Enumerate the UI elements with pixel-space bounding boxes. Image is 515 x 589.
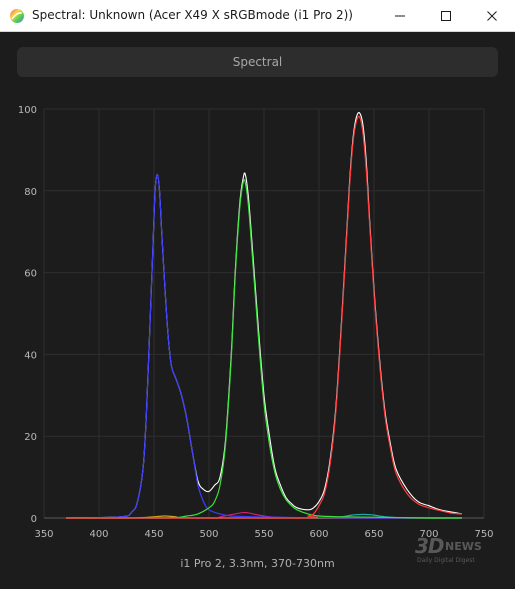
- watermark-logo: 3D NEWS Daily Digital Digest: [415, 534, 495, 568]
- close-icon: [487, 10, 497, 21]
- x-tick-label: 500: [199, 529, 218, 540]
- series-line-green: [66, 178, 462, 519]
- x-tick-label: 400: [89, 529, 108, 540]
- series: [65, 112, 463, 519]
- measurement-label: i1 Pro 2, 3.3nm, 370-730nm: [180, 557, 335, 570]
- watermark-sub: Daily Digital Digest: [417, 557, 475, 564]
- spectral-chart: 350 400 450 500 550 600 650 700 750 0 20 40 60 80 100: [18, 105, 494, 540]
- colorful-sphere-icon: [10, 9, 24, 23]
- minimize-button[interactable]: [377, 0, 423, 31]
- title-bar[interactable]: Spectral: Unknown (Acer X49 X sRGBmode (…: [0, 0, 515, 32]
- minimize-icon: [395, 15, 405, 16]
- y-tick-label: 60: [24, 269, 37, 280]
- series-line-blue: [65, 173, 462, 519]
- x-tick-label: 350: [34, 529, 53, 540]
- x-tick-label: 750: [474, 529, 493, 540]
- window-title: Spectral: Unknown (Acer X49 X sRGBmode (…: [32, 8, 353, 22]
- x-tick-label: 450: [144, 529, 163, 540]
- maximize-icon: [441, 10, 451, 21]
- x-tick-label: 700: [419, 529, 438, 540]
- x-tick-label: 550: [254, 529, 273, 540]
- spectral-tab-button[interactable]: Spectral: [17, 47, 498, 77]
- y-tick-label: 0: [31, 514, 37, 525]
- x-tick-label: 650: [364, 529, 383, 540]
- axes: 350 400 450 500 550 600 650 700 750 0 20 40 60 80 100: [18, 105, 494, 540]
- y-tick-label: 80: [24, 187, 37, 198]
- watermark-news: NEWS: [445, 540, 482, 553]
- y-tick-label: 100: [18, 105, 37, 116]
- close-button[interactable]: [469, 0, 515, 31]
- series-line-red: [66, 115, 463, 519]
- y-tick-label: 40: [24, 350, 37, 361]
- y-tick-label: 20: [24, 432, 37, 443]
- main-content: Spectral 350 400 450 500 550 600 650 700 750 0 20 4…: [0, 32, 515, 589]
- maximize-button[interactable]: [423, 0, 469, 31]
- grid: [43, 108, 485, 519]
- x-tick-label: 600: [309, 529, 328, 540]
- watermark-big: 3D: [415, 534, 445, 558]
